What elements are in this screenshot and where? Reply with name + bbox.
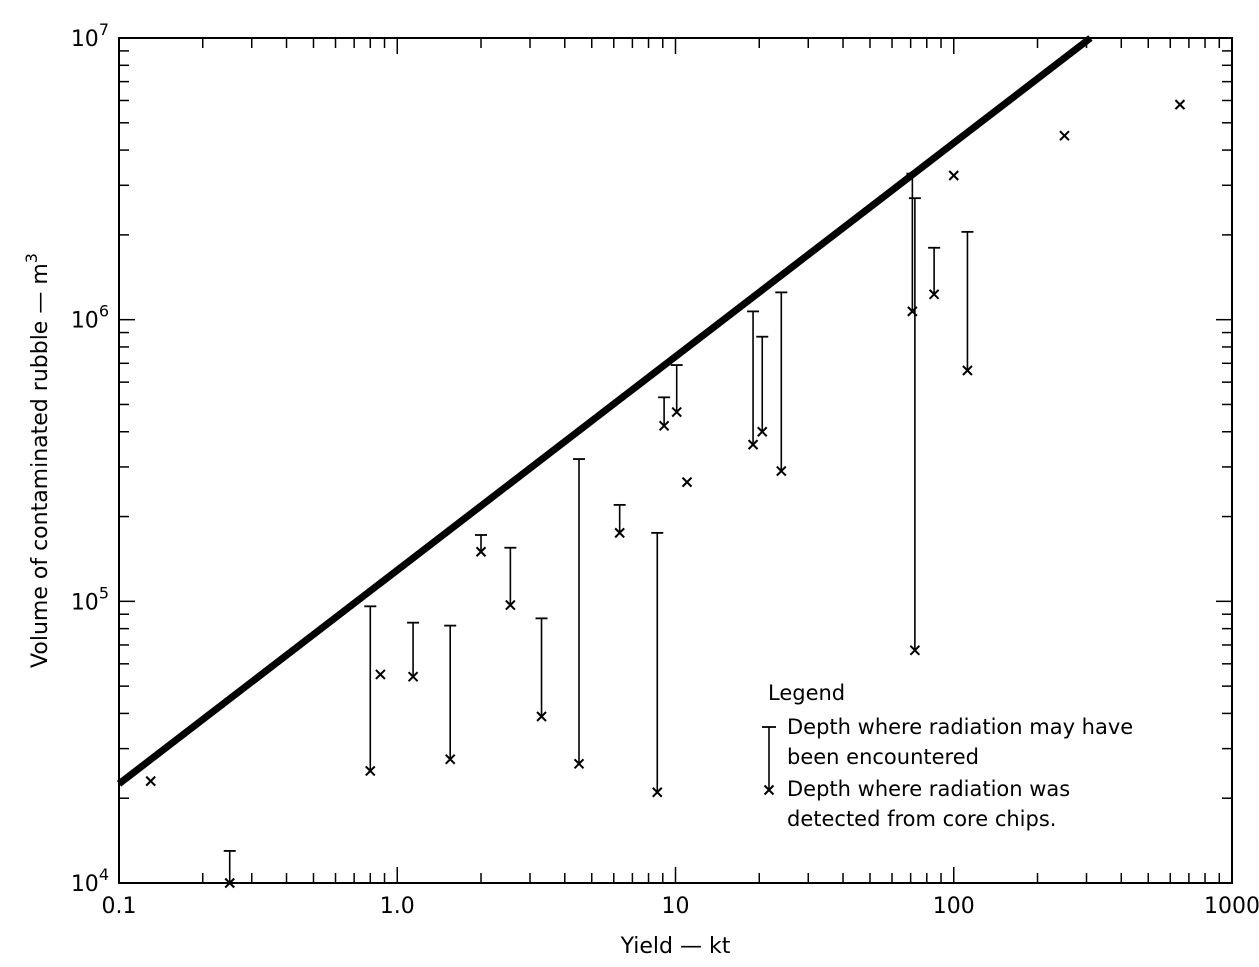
x-marker [1174,99,1186,110]
range-bar [747,310,760,445]
fit-line-layer [116,35,1093,787]
range-bar [223,850,236,883]
range-bar [364,605,377,771]
y-tick-label-exponent: 5 [99,583,109,602]
range-bars [223,172,974,883]
x-tick-label: 10 [662,894,690,919]
y-tick-label-base: 10 [71,590,99,615]
x-marker [652,787,663,798]
x-tick-label: 100 [933,894,975,919]
x-marker [1059,130,1070,141]
data-points [145,99,1186,889]
x-tick-label: 0.1 [102,894,137,919]
legend-line-4: detected from core chips. [787,807,1056,831]
x-marker [962,365,973,376]
range-bar [504,546,517,606]
y-tick-label-base: 10 [71,309,99,334]
range-bar [407,621,420,677]
x-marker [365,765,376,777]
x-marker [614,527,625,539]
x-marker [681,476,693,488]
legend-line-2: been encountered [787,745,979,769]
y-tick-label-base: 10 [71,872,99,897]
range-bar [906,172,919,312]
legend-line-3: Depth where radiation was [787,777,1070,801]
y-tick-label-exponent: 7 [99,20,109,39]
x-marker [928,289,940,300]
x-marker [757,426,768,437]
fit-line [116,35,1093,787]
x-marker [536,711,547,722]
axis-ticks [118,38,1232,884]
x-axis-title: Yield — kt [620,934,731,959]
range-bar [961,230,974,371]
legend-title: Legend [768,681,845,705]
range-bar [658,396,671,426]
range-bar [756,335,769,432]
y-axis-title-text: Volume of contaminated rubble — m [28,263,53,668]
range-bar [444,624,457,760]
y-axis-title-superscript: 3 [22,253,41,263]
y-tick-label-exponent: 4 [99,865,109,884]
x-marker [445,754,456,765]
y-tick-label: 106 [71,302,109,334]
x-marker [145,775,156,787]
range-bar [651,531,664,793]
legend-range-bar-symbol [762,726,776,796]
y-tick-label: 104 [71,865,109,897]
y-tick-label: 107 [71,20,109,52]
range-bar [670,364,683,413]
range-bar [613,503,626,533]
x-marker [475,546,487,557]
range-bar [475,534,488,552]
y-tick-label: 105 [71,583,109,615]
x-marker [671,406,682,418]
legend: Legend Depth where radiation may have be… [762,681,1133,831]
legend-line-1: Depth where radiation may have [787,715,1133,739]
x-marker [407,671,419,682]
x-marker [505,599,516,611]
x-marker [658,420,670,431]
y-axis-title: Volume of contaminated rubble — m3 [22,253,53,668]
y-tick-label-base: 10 [71,27,99,52]
x-tick-label: 1000 [1204,894,1259,919]
x-marker [907,306,918,317]
x-marker [909,645,921,656]
range-bar [573,458,586,764]
x-tick-label: 1.0 [380,894,415,919]
legend-x-marker [763,784,775,796]
plot-frame [118,37,1233,884]
x-marker [747,439,759,450]
x-marker [375,669,386,680]
x-marker [573,758,585,769]
x-marker [776,465,787,477]
x-marker [948,170,959,181]
y-tick-label-exponent: 6 [99,302,109,321]
range-bar [928,246,941,295]
range-bar [908,197,921,651]
range-bar [775,291,788,472]
range-bar [535,617,548,717]
